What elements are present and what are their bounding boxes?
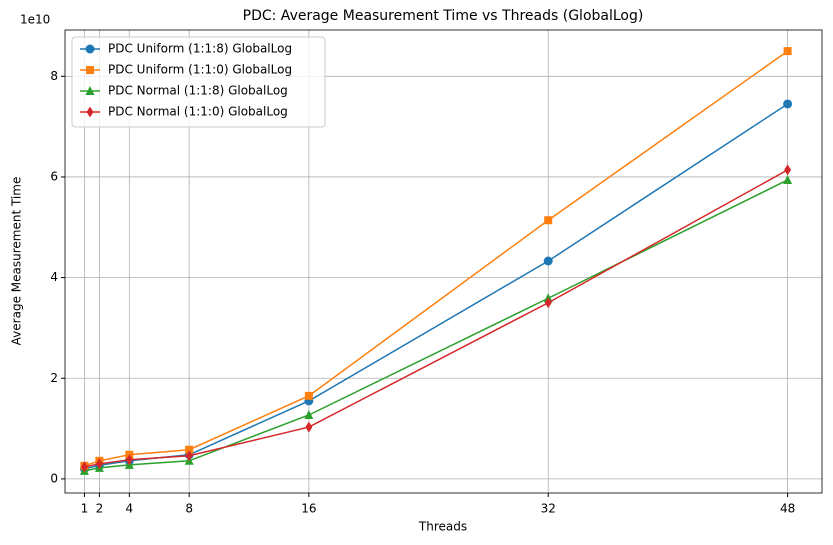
marker [125,454,133,466]
marker [86,66,94,74]
marker [185,450,193,462]
legend-label: PDC Uniform (1:1:0) GlobalLog [108,63,292,77]
legend: PDC Uniform (1:1:8) GlobalLog PDC Uniform… [71,36,326,128]
marker [783,174,793,184]
x-axis-label: Threads [418,520,467,534]
x-tick-label: 16 [301,502,316,516]
marker [95,458,103,470]
marker [784,164,792,176]
y-tick-label: 6 [50,169,58,183]
marker [86,106,94,118]
marker [185,445,194,454]
legend-label: PDC Uniform (1:1:8) GlobalLog [108,42,292,56]
x-tick-label: 8 [185,502,193,516]
x-tick-label: 48 [780,502,795,516]
x-tick-label: 32 [541,502,556,516]
legend-label: PDC Normal (1:1:8) GlobalLog [108,84,288,98]
marker [544,216,553,225]
marker [80,461,88,473]
x-tick-label: 1 [81,502,89,516]
y-offset-label: 1e10 [20,13,50,27]
marker [85,86,95,95]
plot-area [79,47,793,475]
x-tick-label: 4 [126,502,134,516]
x-tick-label: 2 [96,502,104,516]
y-tick-label: 0 [50,471,58,485]
legend-box [71,36,326,128]
y-tick-label: 2 [50,371,58,385]
chart-title: PDC: Average Measurement Time vs Threads… [243,8,644,24]
marker [543,256,553,266]
marker [783,99,793,109]
legend-label: PDC Normal (1:1:0) GlobalLog [108,105,288,119]
marker [304,409,314,419]
marker [304,391,313,400]
marker [85,44,95,54]
marker [544,297,552,309]
y-axis-label: Average Measurement Time [10,177,24,346]
y-tick-label: 4 [50,270,58,284]
marker [305,421,313,433]
axes-frame [64,29,823,494]
marker [783,47,792,56]
y-tick-label: 8 [50,69,58,83]
